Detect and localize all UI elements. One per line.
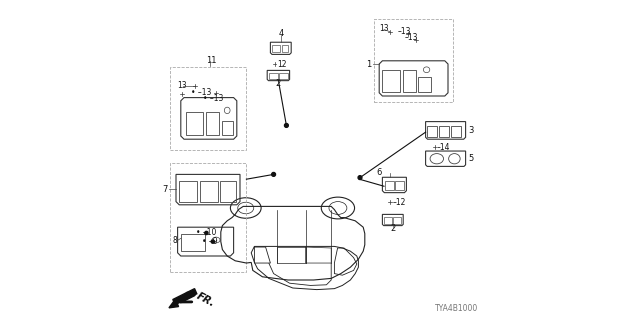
Circle shape: [211, 240, 214, 243]
Text: –13: –13: [405, 33, 419, 42]
Bar: [200, 181, 218, 202]
Text: • –9: • –9: [202, 237, 218, 246]
Text: 6: 6: [376, 168, 382, 177]
Bar: [383, 70, 400, 92]
Bar: [272, 45, 280, 52]
Bar: [403, 70, 416, 92]
Text: –12: –12: [393, 198, 406, 207]
Bar: [170, 67, 246, 150]
Text: 13: 13: [380, 24, 389, 33]
Bar: [269, 73, 278, 79]
Bar: [374, 19, 453, 102]
Polygon shape: [169, 299, 179, 308]
Circle shape: [205, 231, 208, 235]
Text: • –13: • –13: [202, 94, 223, 103]
Bar: [282, 45, 288, 52]
Bar: [206, 112, 219, 135]
Text: 1: 1: [367, 60, 372, 68]
Bar: [451, 126, 461, 137]
Circle shape: [358, 176, 362, 180]
Circle shape: [272, 172, 276, 176]
Text: 4: 4: [278, 29, 284, 38]
Text: TYA4B1000: TYA4B1000: [435, 304, 479, 313]
Bar: [186, 112, 204, 135]
Bar: [396, 181, 404, 190]
Text: 7: 7: [163, 185, 168, 194]
Text: • –13: • –13: [191, 88, 212, 97]
Bar: [428, 126, 437, 137]
Circle shape: [284, 124, 288, 127]
Bar: [220, 181, 236, 202]
Polygon shape: [173, 289, 197, 305]
Bar: [170, 163, 246, 272]
Text: 8: 8: [172, 236, 177, 245]
Bar: [179, 181, 197, 202]
Bar: [181, 234, 205, 251]
Text: 2: 2: [276, 79, 281, 88]
Text: 3: 3: [468, 126, 474, 135]
Bar: [384, 217, 392, 224]
Bar: [385, 181, 394, 190]
Text: FR.: FR.: [195, 291, 217, 309]
Bar: [419, 77, 431, 92]
Bar: [439, 126, 449, 137]
Bar: [393, 217, 401, 224]
Text: –13: –13: [397, 27, 411, 36]
Text: –14: –14: [437, 143, 451, 152]
Text: 12: 12: [278, 60, 287, 68]
Text: 2: 2: [390, 224, 396, 233]
Bar: [280, 73, 288, 79]
Text: 11: 11: [206, 56, 217, 65]
Text: 13: 13: [178, 81, 188, 90]
Text: • –10: • –10: [196, 228, 216, 237]
Text: 5: 5: [468, 154, 474, 163]
Bar: [222, 121, 233, 135]
